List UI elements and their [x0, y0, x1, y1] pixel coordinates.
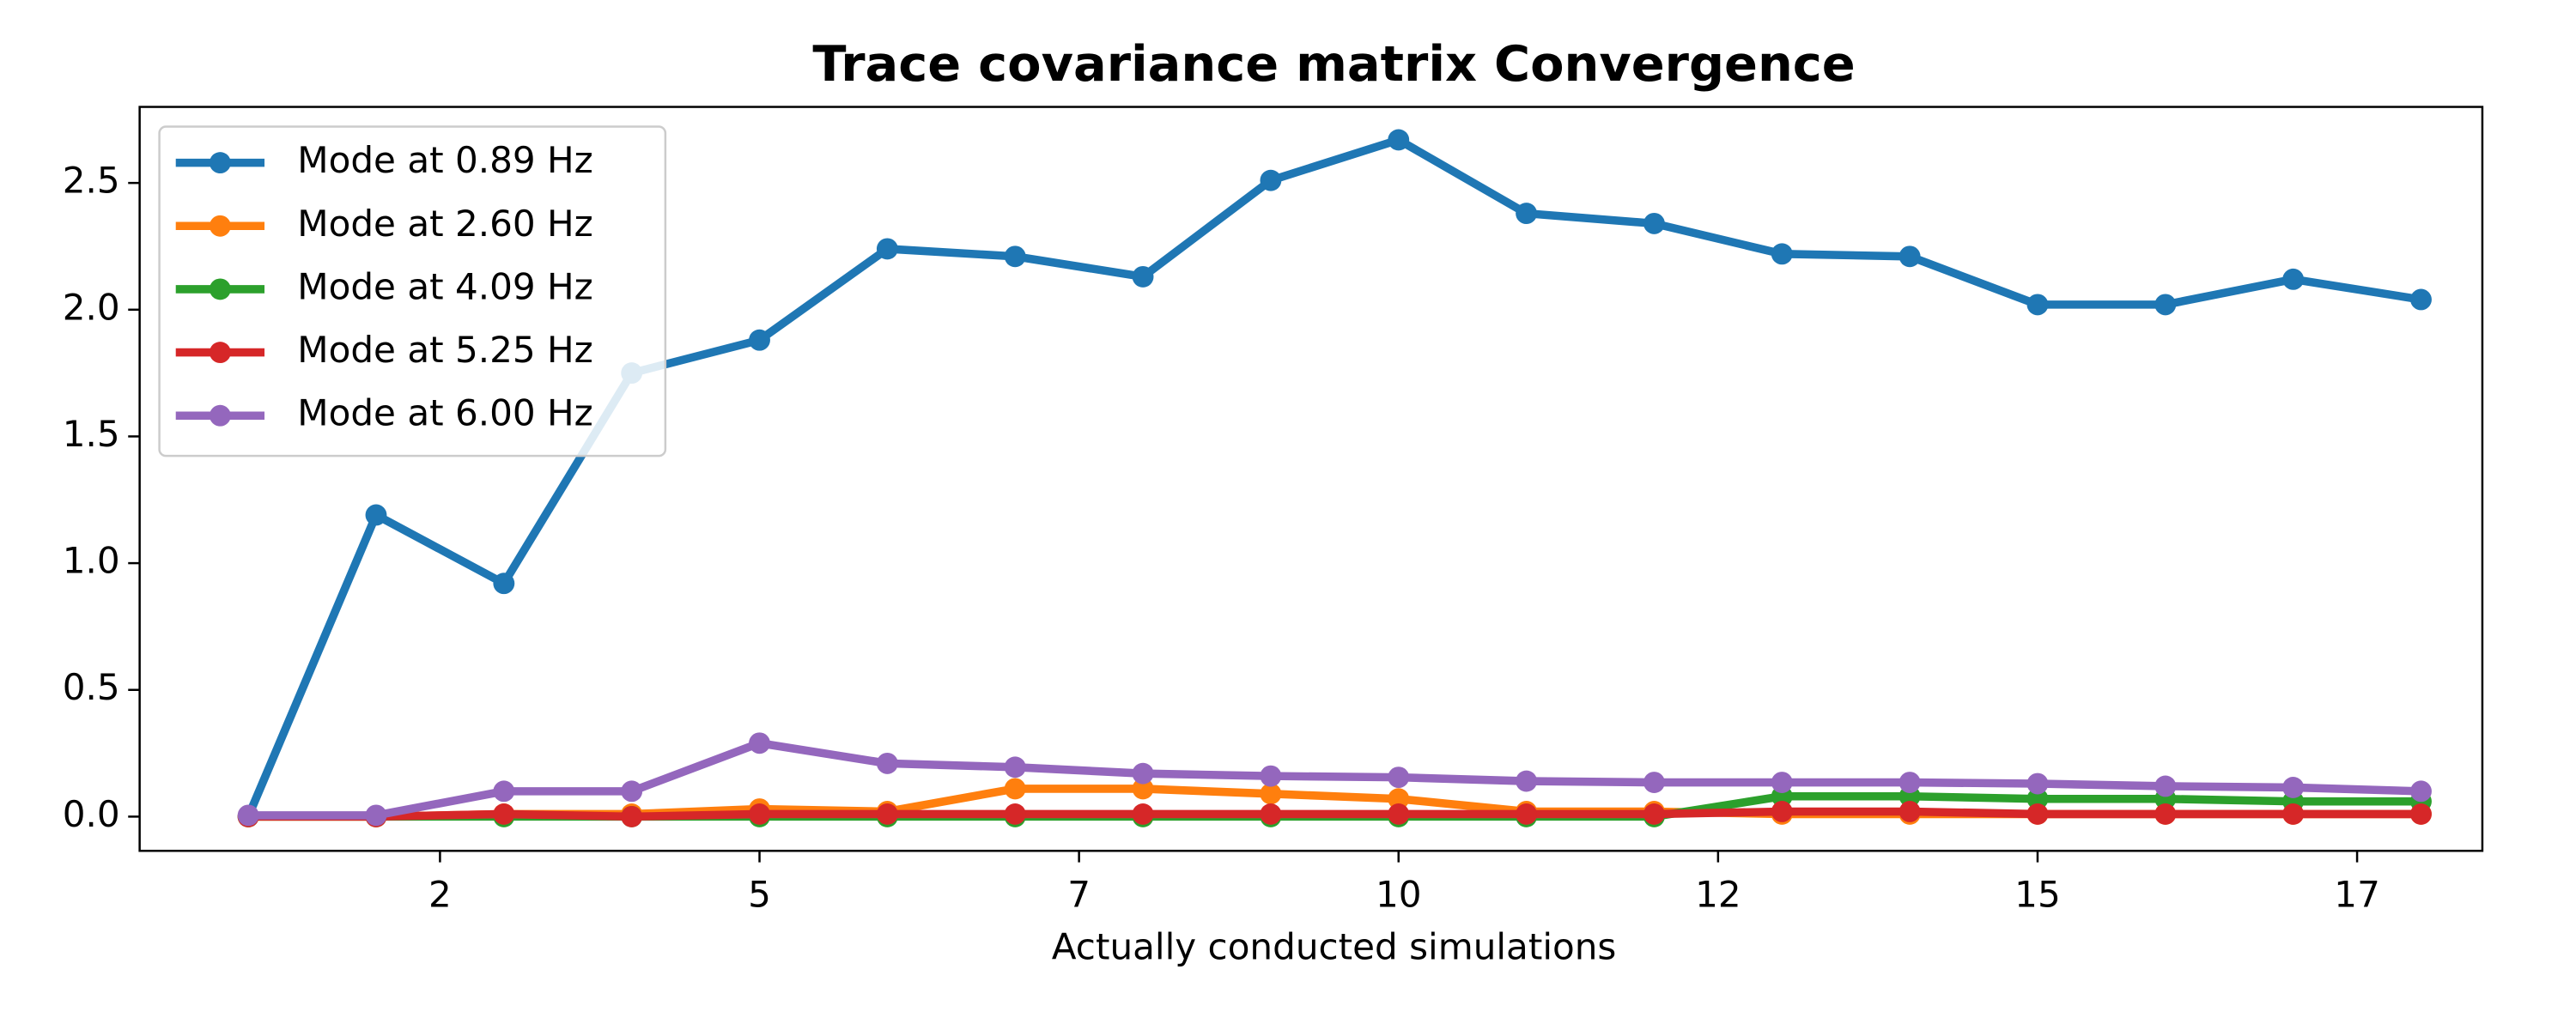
data-point	[2026, 772, 2049, 795]
data-point	[2410, 288, 2432, 311]
data-point	[1899, 772, 1921, 793]
data-point	[1643, 772, 1665, 793]
data-point	[1004, 245, 1026, 268]
data-point	[1260, 803, 1282, 825]
data-point	[749, 732, 770, 754]
x-tick-label: 2	[428, 873, 452, 915]
data-point	[365, 504, 387, 526]
legend-marker	[209, 215, 231, 237]
data-point	[2026, 788, 2049, 810]
data-point	[2026, 803, 2049, 825]
y-tick-label: 1.5	[63, 413, 120, 455]
legend-label: Mode at 0.89 Hz	[297, 139, 592, 181]
series-line	[248, 738, 2421, 820]
legend-label: Mode at 5.25 Hz	[297, 329, 592, 371]
data-point	[2154, 775, 2177, 797]
data-point	[1132, 762, 1154, 785]
data-point	[1643, 212, 1665, 234]
data-point	[493, 780, 515, 803]
data-point	[1388, 788, 1410, 810]
data-point	[1388, 803, 1410, 825]
data-point	[1388, 129, 1410, 151]
data-point	[2282, 268, 2305, 290]
legend-label: Mode at 4.09 Hz	[297, 265, 592, 307]
x-tick-label: 17	[2334, 873, 2380, 915]
data-point	[2154, 803, 2177, 825]
legend-box	[158, 125, 667, 457]
data-point	[365, 804, 387, 827]
legend-marker	[209, 278, 231, 300]
data-point	[1771, 243, 1793, 265]
data-point	[1516, 770, 1538, 792]
data-point	[493, 573, 515, 595]
data-point	[2282, 803, 2305, 825]
data-point	[1771, 772, 1793, 793]
x-axis-label: Actually conducted simulations	[1052, 926, 1617, 968]
data-point	[237, 804, 259, 827]
legend-label: Mode at 6.00 Hz	[297, 392, 592, 434]
data-point	[493, 803, 515, 825]
data-point	[2154, 294, 2177, 316]
x-tick-label: 15	[2014, 873, 2061, 915]
chart-title: Trace covariance matrix Convergence	[812, 35, 1855, 93]
data-point	[1132, 265, 1154, 288]
data-point	[621, 805, 643, 827]
y-tick-label: 0.5	[63, 666, 120, 708]
x-tick-label: 10	[1376, 873, 1422, 915]
y-tick-label: 2.0	[63, 286, 120, 328]
legend-marker	[209, 404, 231, 427]
data-point	[1771, 801, 1793, 822]
data-point	[2410, 780, 2432, 803]
legend-marker	[209, 342, 231, 364]
legend-label: Mode at 2.60 Hz	[297, 203, 592, 245]
data-point	[621, 780, 643, 803]
y-tick-label: 2.5	[63, 160, 120, 202]
data-point	[876, 752, 898, 774]
y-tick-label: 1.0	[63, 540, 120, 582]
plot-frame	[138, 106, 2484, 852]
legend-marker	[209, 152, 231, 174]
data-point	[2282, 777, 2305, 798]
data-point	[749, 803, 770, 825]
x-tick-label: 5	[748, 873, 771, 915]
data-point	[1132, 778, 1154, 800]
x-tick-label: 7	[1067, 873, 1091, 915]
data-point	[876, 803, 898, 825]
data-point	[1643, 803, 1665, 825]
data-point	[876, 238, 898, 260]
data-point	[749, 329, 770, 351]
x-tick-label: 12	[1695, 873, 1741, 915]
data-point	[2026, 294, 2049, 316]
data-point	[1516, 803, 1538, 825]
y-tick-label: 0.0	[63, 793, 120, 835]
data-point	[2410, 803, 2432, 825]
data-point	[1388, 766, 1410, 789]
data-point	[1004, 756, 1026, 779]
data-point	[1260, 169, 1282, 191]
data-point	[1004, 778, 1026, 800]
data-point	[1132, 803, 1154, 825]
data-point	[1004, 803, 1026, 825]
data-point	[1899, 801, 1921, 822]
data-point	[1516, 203, 1538, 225]
data-point	[1260, 783, 1282, 805]
series-line	[248, 807, 2421, 821]
data-point	[1899, 245, 1921, 268]
data-point	[1260, 765, 1282, 787]
